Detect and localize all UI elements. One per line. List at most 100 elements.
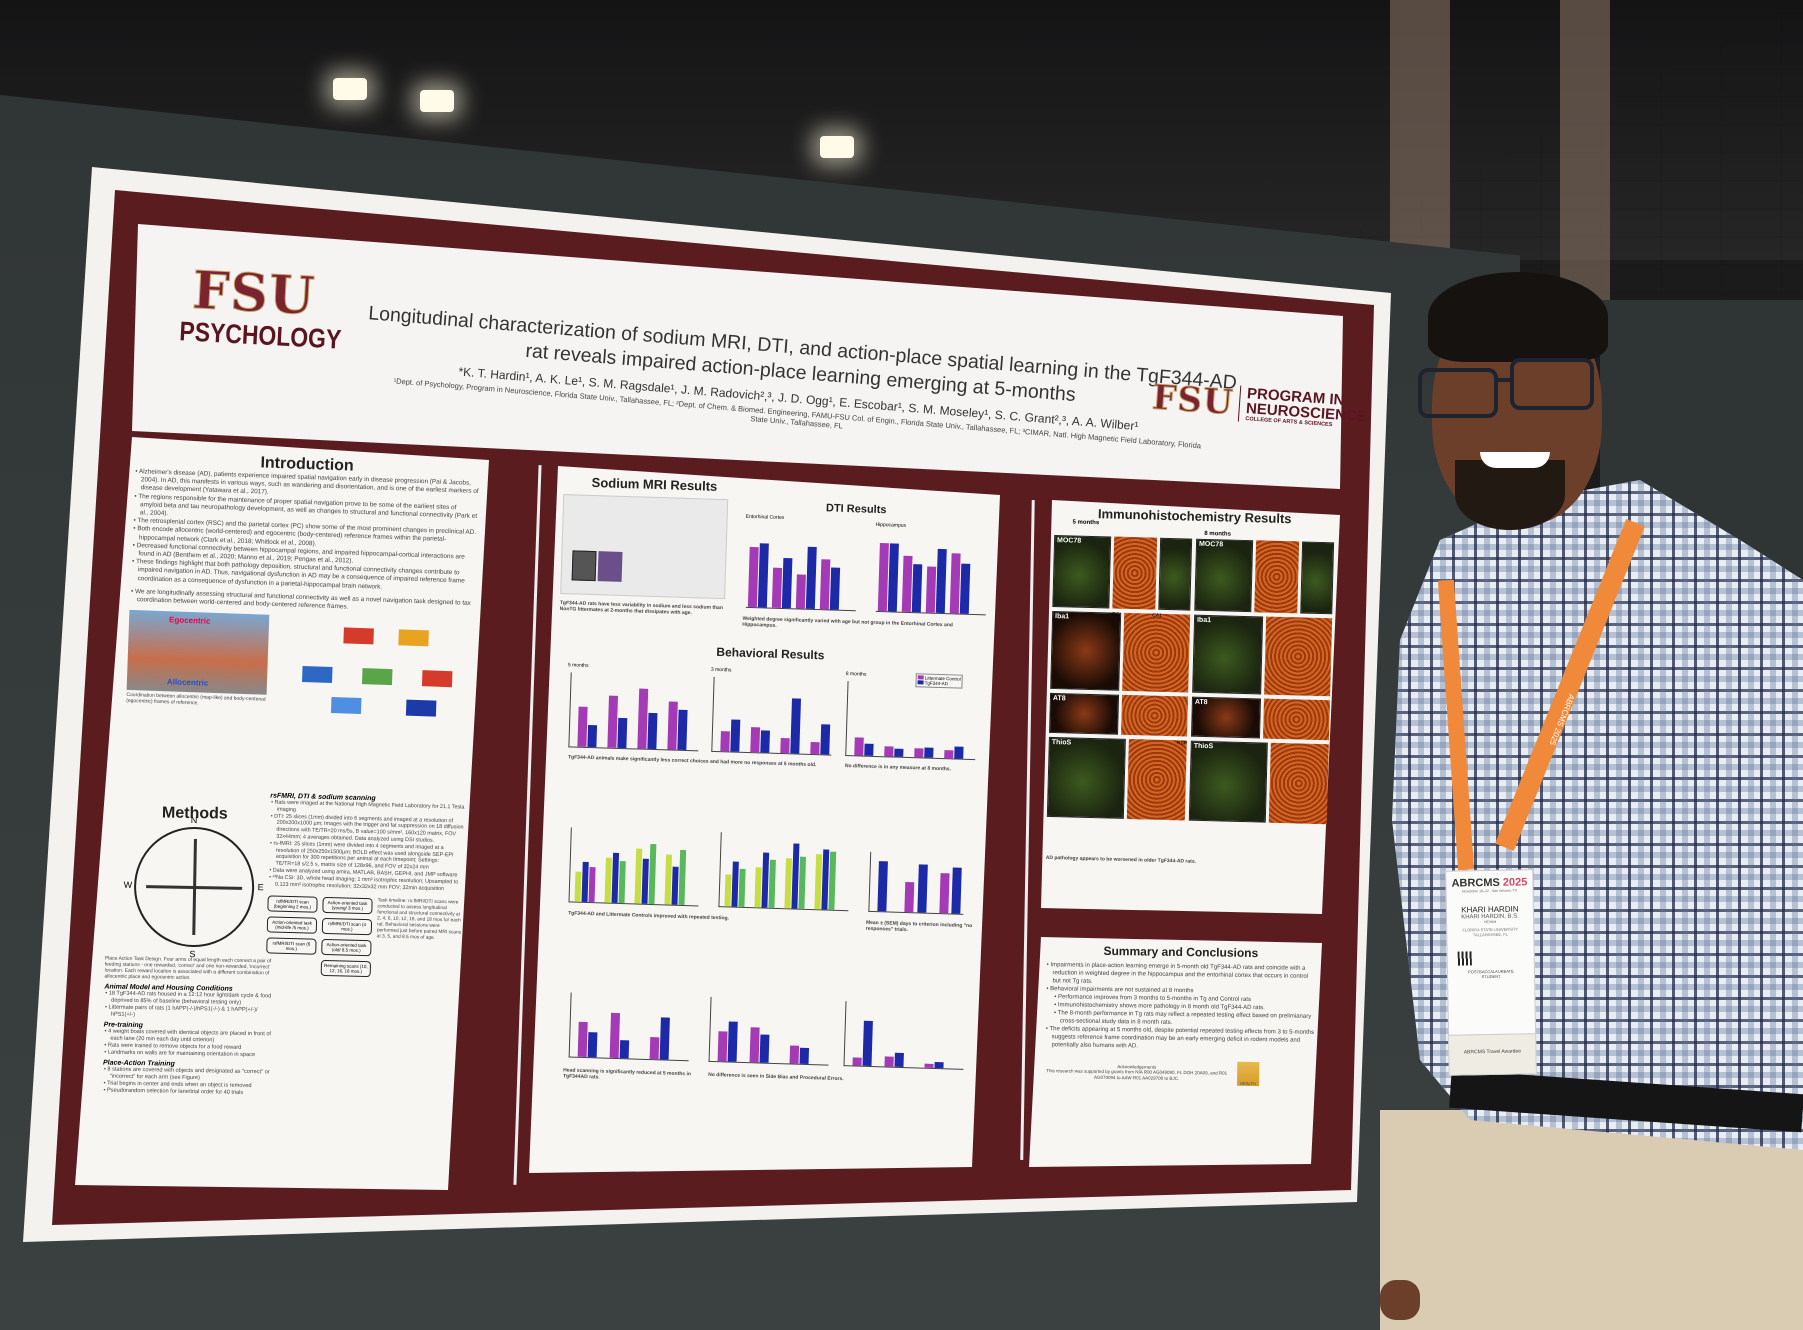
logo-fsu-text: FSU (1150, 377, 1235, 424)
timeline-step: Action-oriented task (young/ 3 mos.) (322, 897, 373, 915)
compass-east: E (257, 882, 264, 893)
timeline-step: Action-oriented task (old/ 8.5 mos.) (321, 939, 372, 957)
ihc-5-months-label: 5 months (1072, 519, 1100, 527)
stain-label: ThioS (1051, 738, 1072, 747)
ceiling-light (420, 90, 454, 112)
summary-bullet: The deficits appearing at 5 months old, … (1045, 1025, 1315, 1053)
badge-role-line2: STUDENT (1481, 973, 1501, 980)
person-hand (1380, 1280, 1420, 1320)
allocentric-label: Allocentric (166, 677, 209, 688)
timeline-step: Remaining scans (10, 12, 16, 18 mos.) (320, 960, 372, 978)
egocentric-label: Egocentric (168, 615, 211, 626)
logo-fsu-text: FSU (190, 259, 317, 328)
region-label-pc: PC (1112, 611, 1120, 618)
behavior-caption: No difference is seen in Side Bias and P… (708, 1071, 844, 1083)
dti-hippocampus-label: Hippocampus (875, 521, 907, 529)
region-label-rsp: RSP (1176, 740, 1188, 747)
region-label-ca1: CA1 (1152, 612, 1162, 619)
methods-section-left: Methods N S E W Place Action Task Design… (102, 803, 282, 1097)
stain-label: ThioS (1193, 742, 1214, 751)
glasses-bridge (1498, 378, 1512, 382)
behavior-caption: No difference is in any measure at 8 mon… (844, 763, 952, 773)
timeline-step: rsfMRI/DTI scan (6 mos.) (266, 937, 317, 956)
stain-label: AT8 (1194, 698, 1208, 707)
person-beard (1455, 460, 1565, 530)
dti-caption: Weighted degree significantly varied wit… (742, 615, 953, 629)
summary-section: Summary and Conclusions Impairments in p… (1044, 943, 1316, 1087)
dti-heading: DTI Results (825, 502, 887, 517)
compass-south: S (189, 948, 196, 960)
ihc-image-grid: MOC78 MOC78 Iba1 Iba1 AT8 AT8 ThioS Thio… (1046, 534, 1335, 825)
stain-label: AT8 (1052, 695, 1066, 703)
side-bias-chart (708, 996, 831, 1066)
results-section: Sodium MRI Results TgF344-AD rats have l… (540, 472, 991, 1175)
compass-west: W (123, 879, 133, 890)
dti-entorhinal-label: Entorhinal Cortex (745, 513, 785, 522)
repeated-testing-chart-tg (568, 827, 701, 907)
sodium-caption: TgF344-AD rats have less variability in … (559, 599, 724, 617)
procedural-errors-chart (843, 1001, 966, 1070)
introduction-bullets: Alzheimer's disease (AD), patients exper… (130, 468, 480, 616)
acknowledgements-text: This research was supported by grants fr… (1046, 1068, 1228, 1081)
dti-hippocampus-chart (875, 536, 989, 616)
panel-8-months: 8 months (845, 671, 867, 678)
ceiling-light (333, 78, 367, 100)
days-to-criterion-chart (868, 851, 966, 915)
ihc-section: Immunohistochemistry Results 5 months 8 … (1045, 505, 1335, 912)
network-diagram (301, 626, 454, 721)
timeline-step: rsfMRI/DTI scan (4 mos.) (321, 918, 373, 936)
stain-label: MOC78 (1198, 540, 1224, 549)
behavior-chart-8mo (845, 681, 978, 761)
badge-qr-code (1457, 951, 1472, 966)
intro-figures: Egocentric Allocentric Coordination betw… (126, 610, 475, 732)
compass-north: N (190, 814, 198, 826)
badge-ribbon: ABRCMS Travel Awardee (1449, 1033, 1536, 1075)
timeline-step: rsfMRI/DTI scan (beginning 2 mos.) (267, 895, 318, 914)
behavioral-heading: Behavioral Results (716, 644, 825, 663)
timeline-caption: Task timeline: rs-fMRI/DTI scans were co… (376, 898, 462, 942)
person-smile (1480, 452, 1550, 468)
ceiling-light (820, 136, 854, 158)
behavior-chart-5mo (568, 672, 701, 752)
task-design-caption: Place Action Task Design. Four arms of e… (104, 955, 272, 981)
stain-label: Iba1 (1054, 613, 1070, 621)
panel-5-months: 5 months (567, 662, 589, 669)
ihc-caption: AD pathology appears to be worsened in o… (1045, 854, 1197, 865)
health-logo: HEALTH (1237, 1061, 1260, 1087)
badge-dates: November 19–22 · San Antonio, TX (1461, 888, 1518, 894)
wall-pillar (1560, 0, 1610, 300)
badge-event: ABRCMS (1451, 876, 1500, 890)
name-badge: ABRCMS 2025 November 19–22 · San Antonio… (1445, 869, 1537, 1076)
stain-label: Iba1 (1196, 616, 1212, 625)
maze-diagram: N S E W (124, 815, 264, 959)
fsu-psychology-logo: FSU PSYCHOLOGY (166, 259, 342, 356)
health-logo-text: HEALTH (1240, 1080, 1256, 1087)
city-intersection-image: Egocentric Allocentric (126, 610, 270, 695)
behavior-caption: Mean ± (SEM) days to criterion including… (865, 919, 973, 934)
timeline-step: Action-oriented task (mid-life /5 mos.) (266, 916, 318, 935)
timeline-flowchart: rsfMRI/DTI scan (beginning 2 mos.) Actio… (266, 895, 463, 980)
behavior-caption: TgF344-AD animals make significantly les… (567, 754, 817, 769)
introduction-section: Introduction Alzheimer's disease (AD), p… (126, 450, 480, 732)
behavior-chart-3mo (711, 676, 834, 756)
methods-section-right: rsFMRI, DTI & sodium scanning Rats were … (266, 792, 466, 979)
figure-caption: Coordination between allocentric (map-li… (126, 692, 266, 707)
head-scanning-chart (568, 992, 691, 1062)
person-trousers (1380, 1110, 1803, 1330)
summary-heading: Summary and Conclusions (1103, 943, 1259, 961)
methods-bullet: Littermate pairs of rats (1 hAPP(-/-)/hP… (104, 1004, 279, 1021)
sodium-boxplot (560, 494, 729, 600)
dti-entorhinal-chart (745, 532, 859, 612)
badge-year: 2025 (1502, 876, 1528, 889)
summary-bullets: Impairments in place-action learning eme… (1045, 961, 1316, 1053)
panel-3-months: 3 months (710, 666, 732, 674)
stain-label: MOC78 (1056, 537, 1082, 545)
person-hair (1428, 272, 1608, 362)
repeated-testing-chart-control (718, 832, 851, 912)
sodium-mri-heading: Sodium MRI Results (591, 474, 718, 494)
behavior-caption: Head scanning is significantly reduced a… (562, 1067, 692, 1081)
glasses-right-lens-icon (1510, 358, 1594, 410)
behavior-caption: TgF344-AD and Littermate Controls improv… (568, 910, 730, 922)
glasses-left-lens-icon (1418, 368, 1498, 418)
ihc-8-months-label: 8 months (1204, 530, 1232, 538)
